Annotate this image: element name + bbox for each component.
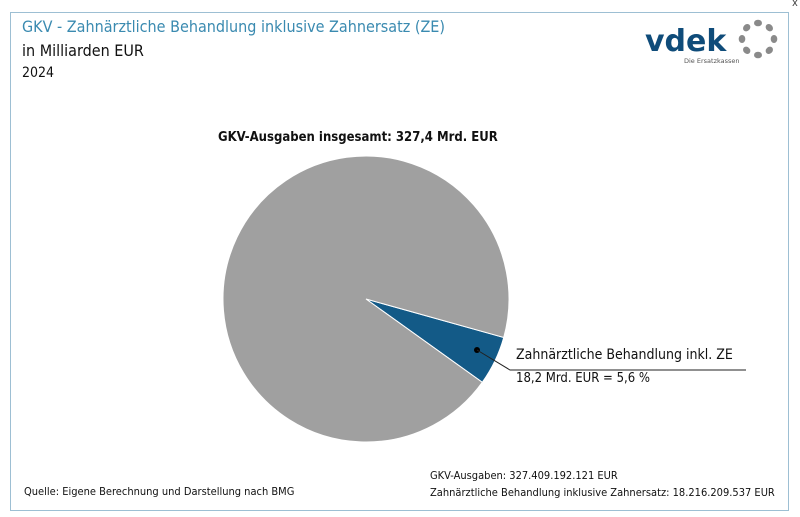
footnote-total: GKV-Ausgaben: 327.409.192.121 EUR [430,469,618,482]
footnote-dental: Zahnärztliche Behandlung inklusive Zahne… [430,486,775,499]
slice-label-name: Zahnärztliche Behandlung inkl. ZE [516,347,733,363]
svg-text:vdek: vdek [645,24,727,59]
logo-dot [743,24,751,32]
logo-dot [738,35,746,43]
slice-label-value: 18,2 Mrd. EUR = 5,6 % [516,371,650,386]
logo-dot [743,46,751,54]
leader-line [476,349,746,371]
source-note: Quelle: Eigene Berechnung und Darstellun… [24,485,295,498]
chart-frame [10,12,789,511]
pie-slice-1 [222,155,510,443]
logo-dot [754,51,762,59]
chart-subtitle: in Milliarden EUR [22,41,144,60]
logo-dot [754,19,762,27]
logo-dot [770,35,778,43]
logo-dot [765,24,773,32]
pie-title: GKV-Ausgaben insgesamt: 327,4 Mrd. EUR [218,130,498,145]
chart-title: GKV - Zahnärztliche Behandlung inklusive… [22,17,446,36]
vdek-logo: vdek Die Ersatzkassen [645,19,778,65]
logo-dot [765,46,773,54]
chart-year: 2024 [22,65,55,81]
close-icon[interactable]: x [792,0,798,9]
svg-text:Die Ersatzkassen: Die Ersatzkassen [684,57,740,65]
